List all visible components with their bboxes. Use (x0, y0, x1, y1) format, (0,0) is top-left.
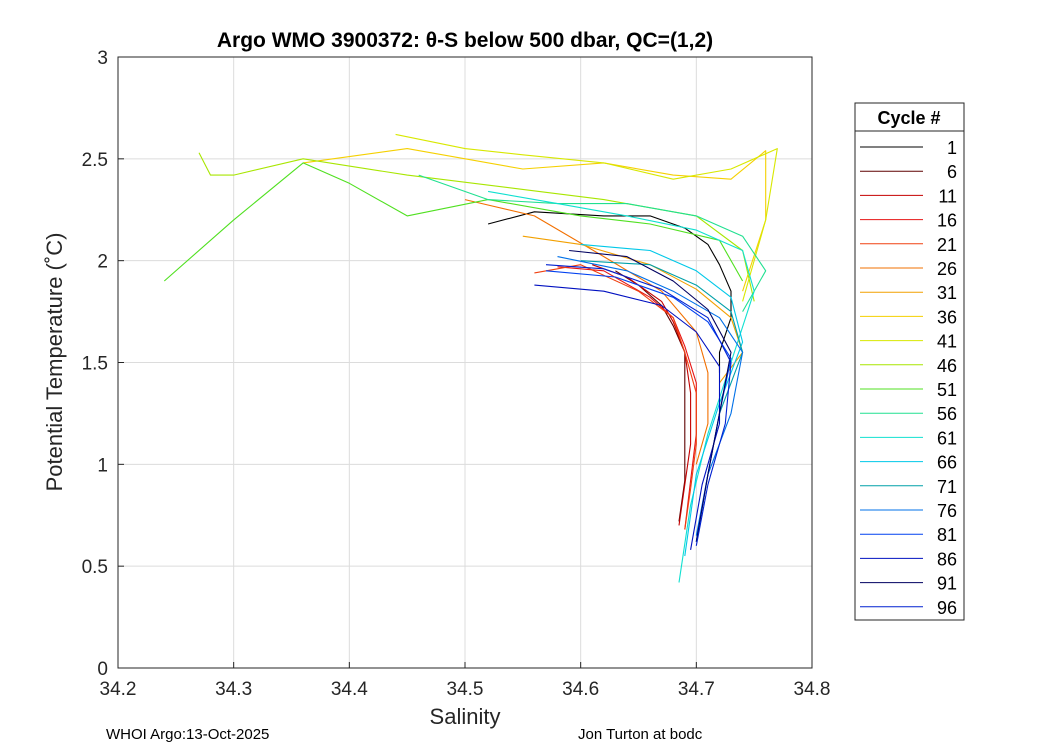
plot-area: 34.2 34.3 34.4 34.5 34.6 34.7 34.8 0 0.5 1 1.5 2 2.… (82, 48, 831, 700)
series-layer (163, 133, 778, 583)
x-tick-label: 34.5 (447, 679, 484, 700)
series-line-cycle-16 (557, 266, 697, 530)
series-line-cycle-91 (569, 249, 732, 542)
series-line-cycle-76 (557, 256, 744, 536)
legend-label-76: 76 (937, 501, 957, 521)
series-line-cycle-36 (303, 148, 767, 292)
series-line-cycle-41 (395, 133, 778, 302)
legend-label-81: 81 (937, 525, 957, 545)
y-tick-label: 3 (97, 48, 108, 69)
series-line-cycle-21 (534, 264, 697, 530)
series-line-cycle-86 (534, 284, 721, 550)
x-tick-label: 34.4 (331, 679, 368, 700)
chart-title: Argo WMO 3900372: θ-S below 500 dbar, QC… (217, 29, 713, 52)
x-tick-label: 34.8 (794, 679, 831, 700)
footer-credit: Jon Turton at bodc (578, 726, 703, 743)
series-line-cycle-26 (464, 199, 709, 465)
footer-source: WHOI Argo:13-Oct-2025 (106, 726, 270, 743)
legend-label-96: 96 (937, 598, 957, 618)
y-tick-label: 0.5 (82, 557, 108, 578)
legend-label-6: 6 (947, 162, 957, 182)
series-line-cycle-61 (488, 190, 755, 583)
x-tick-label: 34.6 (562, 679, 599, 700)
legend-label-16: 16 (937, 211, 957, 231)
legend-label-11: 11 (938, 186, 957, 206)
legend-label-61: 61 (937, 428, 957, 448)
y-tick-label: 1 (97, 455, 108, 476)
legend-label-51: 51 (937, 380, 957, 400)
legend-label-1: 1 (947, 138, 957, 158)
y-tick-label: 2.5 (82, 150, 108, 171)
legend: Cycle # 16111621263136414651566166717681… (854, 102, 965, 621)
legend-label-66: 66 (937, 453, 957, 473)
legend-label-86: 86 (937, 549, 957, 569)
y-tick-label: 1.5 (82, 354, 108, 375)
legend-label-21: 21 (937, 235, 957, 255)
legend-label-46: 46 (937, 356, 957, 376)
legend-label-41: 41 (937, 332, 957, 352)
legend-title: Cycle # (877, 108, 940, 128)
series-line-cycle-96 (545, 264, 732, 546)
x-tick-label: 34.7 (678, 679, 715, 700)
y-tick-label: 0 (97, 659, 108, 680)
legend-label-91: 91 (937, 574, 957, 594)
legend-label-31: 31 (937, 283, 957, 303)
x-axis-label: Salinity (430, 704, 501, 729)
legend-label-26: 26 (937, 259, 957, 279)
legend-label-36: 36 (937, 307, 957, 327)
y-ticks: 0 0.5 1 1.5 2 2.5 3 (82, 48, 124, 680)
series-line-cycle-56 (418, 174, 767, 312)
legend-label-71: 71 (937, 477, 957, 497)
series-line-cycle-66 (580, 243, 744, 557)
series-line-cycle-46 (198, 152, 755, 302)
x-tick-label: 34.3 (215, 679, 252, 700)
y-axis-label: Potential Temperature (˚C) (42, 233, 67, 492)
y-tick-label: 2 (97, 252, 108, 273)
series-line-cycle-51 (163, 162, 744, 282)
x-tick-label: 34.2 (100, 679, 137, 700)
legend-label-56: 56 (937, 404, 957, 424)
x-ticks: 34.2 34.3 34.4 34.5 34.6 34.7 34.8 (100, 662, 831, 700)
